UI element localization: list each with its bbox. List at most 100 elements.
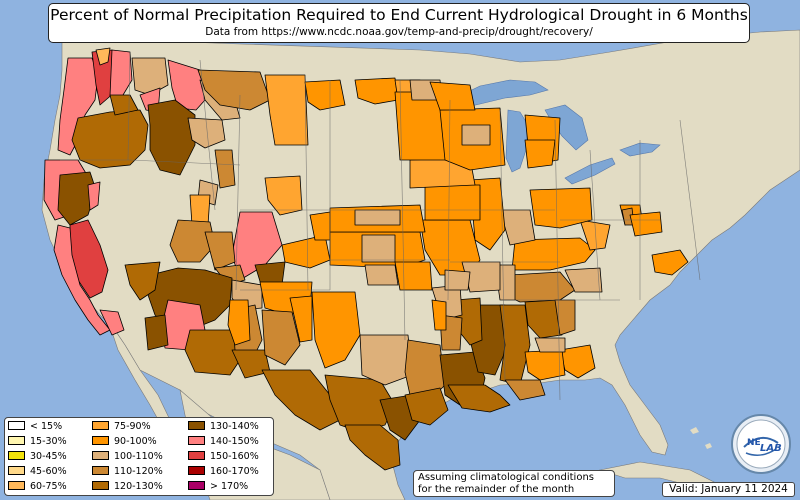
- region-wi-mid: [461, 124, 491, 146]
- region-ok-east: [431, 299, 447, 331]
- region-nm-mid: [227, 299, 251, 346]
- region-al-south: [504, 379, 546, 401]
- region-tx-coast: [404, 387, 449, 426]
- region-tx-south: [344, 424, 401, 471]
- region-wa-north: [95, 47, 111, 66]
- logo-swoosh-icon: [745, 448, 777, 456]
- region-mt-central: [264, 74, 309, 146]
- logo-text-ne: NE: [747, 438, 761, 448]
- legend-label: 90-100%: [114, 436, 157, 447]
- logo-text-lab: LAB: [760, 443, 782, 454]
- region-az-west: [124, 261, 161, 301]
- region-wy-central: [264, 175, 303, 216]
- legend-swatch: [188, 481, 205, 490]
- legend-item: < 15%: [8, 421, 62, 433]
- legend-item: 120-130%: [92, 481, 163, 493]
- region-ca-south-coast: [99, 309, 125, 336]
- region-idaho-se: [187, 117, 226, 149]
- bahamas: [690, 427, 712, 449]
- legend-swatch: [188, 421, 205, 430]
- region-tx-panhandle: [311, 291, 361, 369]
- region-la-south: [447, 384, 511, 413]
- legend-item: 150-160%: [188, 451, 259, 463]
- legend-swatch: [188, 451, 205, 460]
- legend-label: 120-130%: [114, 481, 163, 492]
- region-wy-nw: [214, 149, 236, 189]
- region-oh: [529, 187, 593, 229]
- region-ut-north: [189, 194, 211, 226]
- legend-label: 140-150%: [210, 436, 259, 447]
- legend-swatch: [8, 451, 25, 460]
- logo-inner-ring: [736, 419, 786, 469]
- legend-swatch: [92, 466, 109, 475]
- great-lakes: [454, 79, 661, 185]
- region-ut-south: [169, 219, 216, 263]
- legend-item: 140-150%: [188, 436, 259, 448]
- region-mt-west: [197, 69, 271, 111]
- legend-label: 75-90%: [114, 421, 151, 432]
- legend-swatch: [8, 466, 25, 475]
- note-line-2: for the remainder of the month: [418, 484, 575, 495]
- legend-swatch: [8, 436, 25, 445]
- legend-label: 30-45%: [30, 451, 67, 462]
- logo-globe-icon: [743, 436, 779, 448]
- legend-item: 160-170%: [188, 466, 259, 478]
- legend-item: 15-30%: [8, 436, 67, 448]
- legend-swatch: [8, 421, 25, 430]
- region-ga-coast: [534, 337, 566, 353]
- region-nm-east: [261, 309, 301, 366]
- region-ca-north-int: [57, 171, 97, 226]
- region-or-east: [147, 99, 196, 176]
- region-ok: [394, 261, 433, 291]
- legend-item: 60-75%: [8, 481, 67, 493]
- region-mt-east2: [354, 77, 399, 105]
- state-borders: [60, 51, 701, 401]
- region-tx-west: [261, 369, 341, 431]
- region-ok-west: [364, 264, 399, 286]
- region-wi-north: [429, 81, 476, 111]
- legend-item: 110-120%: [92, 466, 163, 478]
- region-tn-east: [564, 267, 603, 293]
- legend-swatch: [92, 436, 109, 445]
- region-az-far-sw: [144, 314, 169, 351]
- legend-swatch: [92, 451, 109, 460]
- map-title: Percent of Normal Precipitation Required…: [50, 6, 748, 24]
- legend-label: 45-60%: [30, 466, 67, 477]
- legend-label: 150-160%: [210, 451, 259, 462]
- region-ia-south: [424, 184, 481, 221]
- legend-item: > 170%: [188, 481, 248, 493]
- nelab-logo: NE LAB: [731, 414, 791, 474]
- title-box: Percent of Normal Precipitation Required…: [48, 3, 750, 43]
- region-or-mid: [109, 94, 139, 116]
- lake-erie: [564, 157, 616, 185]
- legend-swatch: [92, 481, 109, 490]
- border-line: [60, 51, 701, 401]
- legend-swatch: [8, 481, 25, 490]
- legend-item: 45-60%: [8, 466, 67, 478]
- region-va: [629, 211, 663, 237]
- region-mo-south: [444, 269, 471, 291]
- region-nm-far-east: [289, 295, 313, 343]
- region-tx-central-n: [359, 334, 413, 386]
- legend-label: 60-75%: [30, 481, 67, 492]
- region-ne-mid: [354, 209, 401, 226]
- legend: < 15% 15-30% 30-45% 45-60% 60-75% 75-90% 90-10…: [4, 417, 274, 496]
- legend-item: 75-90%: [92, 421, 151, 433]
- region-ut-sw: [204, 231, 236, 271]
- legend-label: 15-30%: [30, 436, 67, 447]
- region-wa-central: [109, 49, 133, 101]
- legend-label: 110-120%: [114, 466, 163, 477]
- legend-swatch: [188, 436, 205, 445]
- legend-label: 100-110%: [114, 451, 163, 462]
- region-mi-lower: [524, 139, 556, 169]
- assumption-note: Assuming climatological conditions for t…: [413, 470, 615, 497]
- note-line-1: Assuming climatological conditions: [418, 472, 594, 483]
- region-ca-ne: [87, 181, 101, 211]
- legend-item: 30-45%: [8, 451, 67, 463]
- legend-label: 160-170%: [210, 466, 259, 477]
- region-ky-east: [579, 219, 611, 251]
- region-nc-coast: [651, 249, 689, 276]
- legend-swatch: [92, 421, 109, 430]
- legend-label: 130-140%: [210, 421, 259, 432]
